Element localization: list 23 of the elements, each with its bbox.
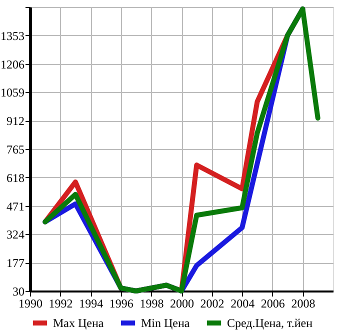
y-tick-label: 471 — [6, 199, 24, 214]
x-tick-label: 1992 — [48, 296, 73, 310]
y-tick-label: 1353 — [0, 28, 24, 43]
x-tick-label: 1996 — [109, 296, 134, 310]
legend-label: Max Цена — [53, 316, 104, 330]
y-tick-label: 618 — [6, 170, 24, 185]
x-tick-label: 1998 — [140, 296, 164, 310]
legend-label: Сред.Цена, т.йен — [227, 316, 314, 330]
x-tick-label: 2000 — [170, 296, 194, 310]
y-tick-label: 324 — [6, 228, 24, 242]
x-tick-label: 2006 — [260, 296, 285, 310]
x-tick-label: 2004 — [230, 296, 255, 310]
y-tick-label: 177 — [6, 256, 24, 270]
x-tick-label: 1994 — [79, 296, 104, 310]
y-tick-label: 912 — [6, 114, 24, 128]
x-tick-label: 2002 — [200, 296, 224, 310]
y-tick-label: 1059 — [0, 86, 24, 100]
y-tick-label: 1206 — [0, 57, 24, 72]
x-tick-label: 2008 — [291, 296, 316, 310]
legend-label: Min Цена — [141, 316, 190, 330]
x-tick-label: 1990 — [18, 296, 42, 310]
y-tick-label: 30 — [12, 284, 24, 298]
y-tick-label: 765 — [6, 142, 24, 156]
